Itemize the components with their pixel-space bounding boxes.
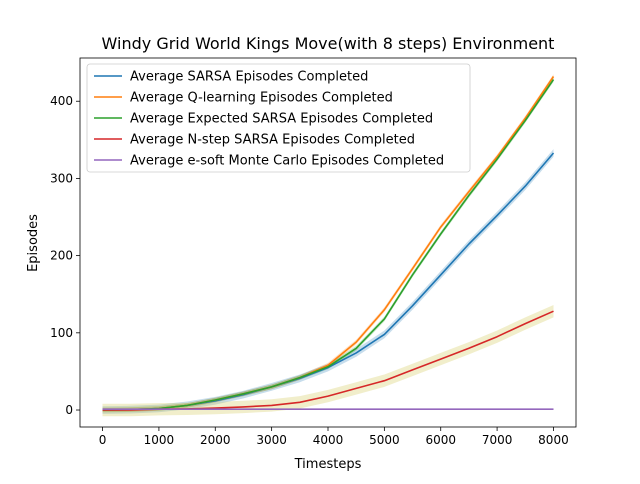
legend-label-4: Average e-soft Monte Carlo Episodes Comp… [130,154,444,169]
y-axis-label: Episodes [26,214,41,272]
x-tick-label: 3000 [256,433,287,447]
y-tick-label: 100 [50,326,73,340]
legend: Average SARSA Episodes Completed Average … [86,63,471,173]
series-band-3 [102,305,554,417]
legend-label-0: Average SARSA Episodes Completed [130,70,368,85]
y-tick-label: 200 [50,249,73,263]
x-axis-label: Timesteps [294,457,362,472]
plot-frame [79,57,577,428]
y-tick-label: 300 [50,171,73,185]
x-tick-label: 2000 [200,433,231,447]
y-tick-label: 0 [65,403,73,417]
x-tick-label: 1000 [144,433,175,447]
legend-items: Average SARSA Episodes Completed Average … [94,70,444,169]
x-tick-label: 4000 [313,433,344,447]
series-lines [102,76,555,411]
legend-label-2: Average Expected SARSA Episodes Complete… [130,112,433,127]
x-tick-label: 6000 [425,433,456,447]
x-tick-label: 8000 [538,433,569,447]
x-tick-label: 5000 [369,433,400,447]
y-axis-ticks: 0 100 200 300 400 [50,94,80,417]
legend-label-3: Average N-step SARSA Episodes Completed [130,133,415,148]
legend-frame [86,63,471,173]
chart-title: Windy Grid World Kings Move(with 8 steps… [102,34,555,53]
x-tick-label: 7000 [482,433,513,447]
x-axis-ticks: 0 1000 2000 3000 4000 5000 6000 7000 8000 [99,427,569,447]
y-tick-label: 400 [50,94,73,108]
x-tick-label: 0 [99,433,107,447]
series-line-2 [102,79,555,411]
legend-label-1: Average Q-learning Episodes Completed [130,91,393,106]
